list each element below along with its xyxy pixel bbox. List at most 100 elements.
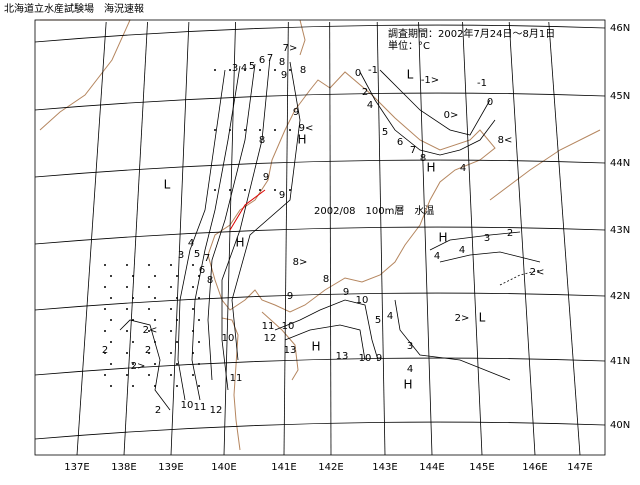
longitude-line	[170, 21, 190, 456]
station	[104, 330, 106, 332]
latitude-line	[34, 421, 606, 440]
contour-label: 4	[387, 311, 393, 322]
longitude-line	[76, 21, 107, 456]
contour-label: 2	[145, 345, 151, 356]
contour-label: L	[407, 68, 414, 82]
longitude-label: 140E	[211, 462, 236, 473]
contour-label: 2	[362, 87, 368, 98]
station	[170, 308, 172, 310]
latitude-line	[34, 292, 606, 311]
caption: 2002/08 100m層 水温	[314, 205, 434, 217]
station	[154, 363, 156, 365]
station	[132, 297, 134, 299]
longitude-line	[123, 21, 148, 456]
station	[244, 69, 246, 71]
longitude-line	[548, 21, 581, 456]
station	[198, 363, 200, 365]
station	[148, 374, 150, 376]
station	[170, 352, 172, 354]
station	[192, 286, 194, 288]
station	[126, 374, 128, 376]
contour-label: 3	[407, 341, 413, 352]
contour-label: 7>	[283, 43, 298, 54]
contour-label: 9	[343, 287, 349, 298]
station	[259, 189, 261, 191]
contour-label: 11	[230, 373, 243, 384]
longitude-line	[283, 21, 289, 456]
station	[289, 189, 291, 191]
contour-label: L	[164, 178, 171, 192]
station	[104, 264, 106, 266]
contour-label: 2	[102, 345, 108, 356]
station	[132, 319, 134, 321]
station	[176, 341, 178, 343]
contour-label: 8	[323, 274, 329, 285]
station	[274, 189, 276, 191]
contour-label: L	[479, 311, 486, 325]
contour-label: 8	[279, 57, 285, 68]
station	[274, 69, 276, 71]
contour-label: 5	[194, 249, 200, 260]
station	[198, 319, 200, 321]
map-frame	[34, 19, 606, 456]
contour-label: 2<	[530, 267, 545, 278]
station	[148, 330, 150, 332]
station	[176, 363, 178, 365]
contour-label: 10	[222, 333, 235, 344]
station	[244, 189, 246, 191]
latitude-line	[34, 159, 606, 178]
contour-label: 6	[259, 55, 265, 66]
contour-label: 4	[367, 100, 373, 111]
contour-label: 8>	[293, 257, 308, 268]
station	[229, 69, 231, 71]
contour-label: 8<	[498, 135, 513, 146]
latitude-label: 42N	[610, 291, 630, 302]
longitude-line	[376, 21, 386, 456]
contour-label: H	[311, 340, 320, 354]
station	[229, 129, 231, 131]
station	[176, 275, 178, 277]
station	[104, 352, 106, 354]
coastline	[39, 19, 601, 451]
contour-label: 7	[267, 53, 273, 64]
station	[148, 264, 150, 266]
latitude-label: 45N	[610, 91, 630, 102]
contour-label: 11	[194, 402, 207, 413]
station	[192, 352, 194, 354]
period: 調査期間：2002年7月24日～8月1日	[388, 27, 555, 40]
contour-label: 11	[262, 321, 275, 332]
contour-label: 8	[207, 275, 213, 286]
contour-label: 13	[284, 345, 297, 356]
contour-label: H	[297, 133, 306, 147]
station	[214, 189, 216, 191]
latitude-label: 46N	[610, 23, 630, 34]
station	[110, 363, 112, 365]
longitude-line	[508, 21, 536, 456]
station	[176, 319, 178, 321]
contour-label: 10	[359, 353, 372, 364]
station	[289, 69, 291, 71]
longitude-line	[223, 21, 236, 456]
station	[176, 385, 178, 387]
station	[154, 385, 156, 387]
longitude-line	[462, 21, 483, 456]
station	[132, 341, 134, 343]
contour-label: 2<	[143, 325, 158, 336]
station	[192, 374, 194, 376]
contour-label: H	[235, 236, 244, 250]
contour-label: 2	[507, 228, 513, 239]
station	[170, 374, 172, 376]
station	[192, 330, 194, 332]
contour-label: 2>	[455, 313, 470, 324]
station	[126, 308, 128, 310]
contour-label: 5	[375, 315, 381, 326]
contour-label: 4	[459, 245, 465, 256]
contour-label: 2	[155, 405, 161, 416]
contour-label: 4	[407, 364, 413, 375]
latitude-label: 44N	[610, 158, 630, 169]
station	[126, 330, 128, 332]
contour-label: 7	[204, 253, 210, 264]
contour-label: 4	[434, 251, 440, 262]
station	[154, 275, 156, 277]
latitude-label: 40N	[610, 420, 630, 431]
